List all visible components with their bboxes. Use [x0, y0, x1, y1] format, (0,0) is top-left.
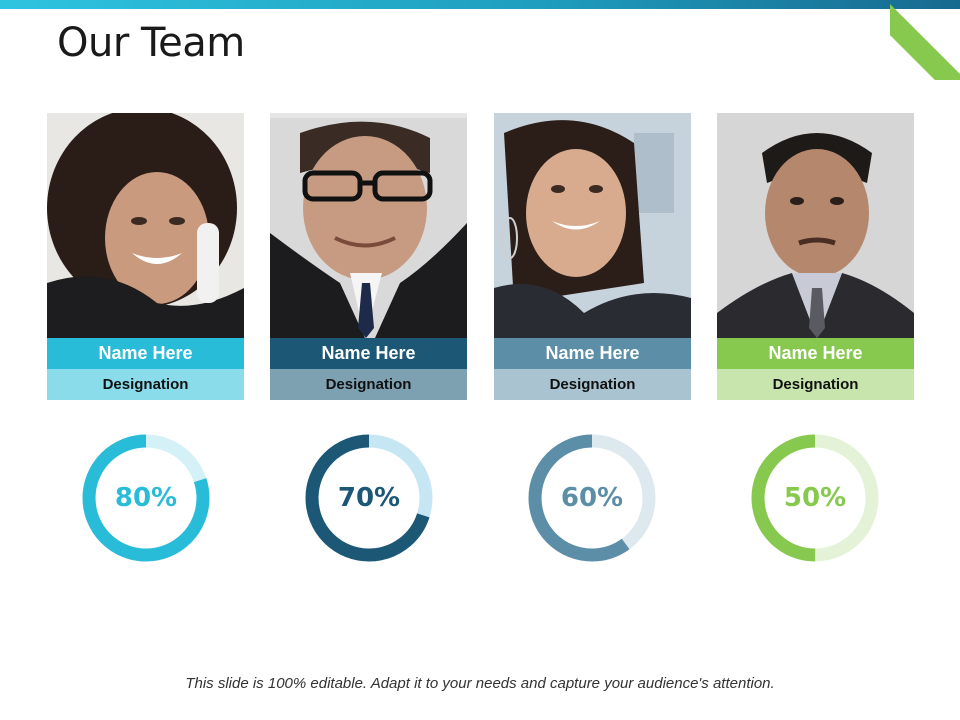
- member-name: Name Here: [494, 338, 691, 369]
- woman-smiling-photo: [494, 113, 691, 338]
- man-with-glasses-photo: [270, 113, 467, 338]
- team-card-2: Name Here Designation: [270, 113, 467, 400]
- progress-ring-4: 50%: [751, 434, 879, 562]
- member-designation: Designation: [494, 369, 691, 400]
- team-card-3: Name Here Designation: [494, 113, 691, 400]
- man-in-suit-photo: [717, 113, 914, 338]
- slide-title: Our Team: [57, 20, 245, 66]
- progress-percent-label: 60%: [560, 483, 624, 513]
- top-accent-bar: [0, 0, 960, 9]
- footer-note: This slide is 100% editable. Adapt it to…: [185, 675, 775, 692]
- member-designation: Designation: [47, 369, 244, 400]
- member-designation: Designation: [717, 369, 914, 400]
- member-name: Name Here: [47, 338, 244, 369]
- member-designation: Designation: [270, 369, 467, 400]
- team-card-1: Name Here Designation: [47, 113, 244, 400]
- woman-on-phone-photo: [47, 113, 244, 338]
- member-name: Name Here: [270, 338, 467, 369]
- progress-ring-1: 80%: [82, 434, 210, 562]
- progress-percent-label: 50%: [783, 483, 847, 513]
- progress-ring-2: 70%: [305, 434, 433, 562]
- member-name: Name Here: [717, 338, 914, 369]
- progress-percent-label: 70%: [337, 483, 401, 513]
- team-card-4: Name Here Designation: [717, 113, 914, 400]
- progress-percent-label: 80%: [114, 483, 178, 513]
- progress-ring-3: 60%: [528, 434, 656, 562]
- corner-accent-stripe: [890, 0, 960, 80]
